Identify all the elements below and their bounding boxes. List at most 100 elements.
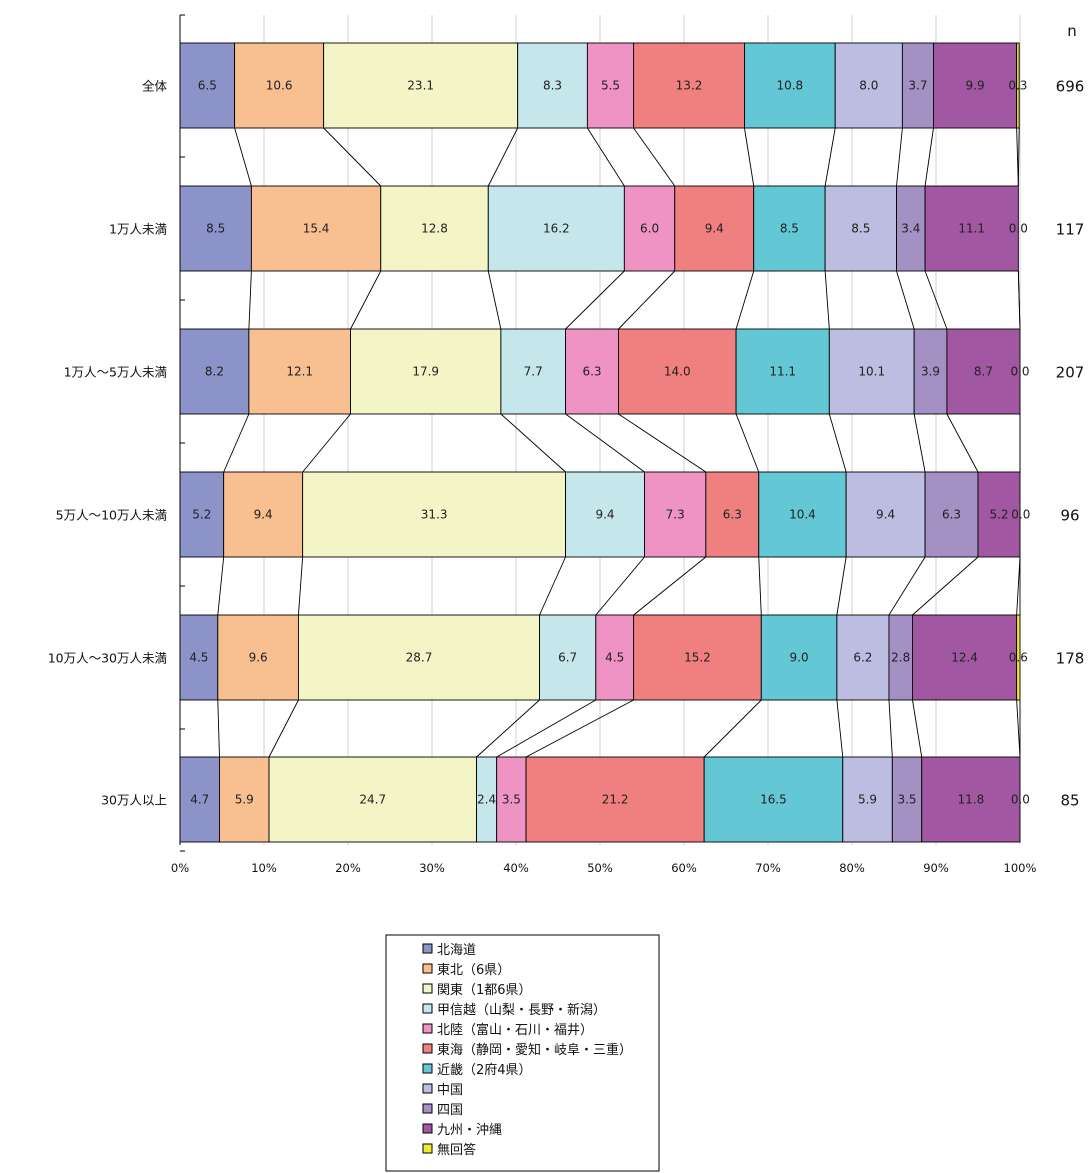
connector-line (896, 127, 903, 187)
data-label: 0.3 (1008, 79, 1027, 93)
data-label: 8.3 (543, 79, 562, 93)
connector-line (703, 699, 762, 758)
data-label: 16.5 (760, 793, 787, 807)
bar-segment (179, 185, 252, 272)
connector-line (587, 127, 625, 187)
connector-line (217, 556, 225, 616)
labels: 6.5 10.6 23.1 8.3 5.5 13.2 10.8 8.0 3.7 9.9 0.3 全体 6… (48, 22, 1085, 875)
bar-segment (760, 614, 838, 701)
data-label: 9.6 (249, 651, 268, 665)
bar-segment (674, 185, 755, 272)
legend-entry: 関東（1都6県） (437, 982, 532, 998)
bar-segment (921, 756, 1021, 843)
bar-segment (323, 42, 519, 129)
n-value: 696 (1056, 78, 1085, 96)
legend-entry: 甲信越（山梨・長野・新潟） (437, 1002, 606, 1018)
data-label: 5.5 (601, 79, 620, 93)
data-label: 8.5 (780, 222, 799, 236)
connector-line (268, 699, 299, 758)
connector-line (1017, 270, 1021, 330)
bar-segment (828, 328, 915, 415)
data-label: 0.0 (1009, 222, 1028, 236)
legend-entry: 四国 (437, 1103, 463, 1118)
legend-entry: 近畿（2府4県） (437, 1063, 532, 1078)
bar-segment (633, 42, 745, 129)
data-label: 4.7 (190, 793, 209, 807)
data-label: 6.5 (198, 79, 217, 93)
bar-segment (297, 614, 540, 701)
bar-segment (1016, 614, 1021, 701)
x-tick-label: 10% (251, 861, 277, 875)
data-label: 0.6 (1009, 651, 1028, 665)
data-label: 9.9 (966, 79, 985, 93)
bar-segment (250, 185, 382, 272)
data-label: 0.0 (1011, 508, 1030, 522)
data-label: 31.3 (421, 508, 448, 522)
bar-segment (302, 471, 567, 558)
category-label: 全体 (142, 79, 168, 94)
data-label: 2.4 (477, 793, 496, 807)
connector-line (487, 127, 519, 187)
x-tick-label: 50% (587, 861, 613, 875)
data-label: 23.1 (407, 79, 434, 93)
bar-segment (350, 328, 502, 415)
data-label: 3.5 (897, 793, 916, 807)
data-label: 15.2 (684, 651, 711, 665)
connector-line (217, 699, 220, 758)
bars (179, 42, 1021, 843)
bar-segment (891, 756, 923, 843)
data-label: 6.3 (582, 365, 601, 379)
connector-line (496, 699, 597, 758)
x-tick-label: 90% (923, 861, 949, 875)
bar-segment (744, 42, 836, 129)
bar-segment (644, 471, 707, 558)
legend-swatch (422, 1143, 433, 1154)
x-tick-label: 70% (755, 861, 781, 875)
connector-line (595, 556, 645, 616)
data-label: 12.8 (421, 222, 448, 236)
bar-segment (586, 42, 635, 129)
legend-entry: 東海（静岡・愛知・岐阜・三重） (437, 1042, 632, 1058)
n-value: 85 (1060, 792, 1079, 810)
bar-segment (946, 328, 1021, 415)
data-label: 5.9 (858, 793, 877, 807)
data-label: 24.7 (359, 793, 386, 807)
data-label: 13.2 (676, 79, 703, 93)
category-label: 10万人～30万人未満 (48, 651, 167, 666)
connector-line (248, 270, 252, 330)
n-value: 96 (1060, 507, 1079, 525)
data-label: 6.0 (640, 222, 659, 236)
connector-line (896, 270, 915, 330)
data-label: 4.5 (605, 651, 624, 665)
bar-segment (179, 614, 219, 701)
bar-segment (824, 185, 897, 272)
bar-segment (735, 328, 830, 415)
data-label: 2.8 (891, 651, 910, 665)
bar-segment (753, 185, 826, 272)
bar-segment (924, 185, 1019, 272)
data-label: 8.7 (974, 365, 993, 379)
data-label: 8.0 (859, 79, 878, 93)
connector-line (323, 127, 382, 187)
bar-segment (525, 756, 705, 843)
data-label: 8.5 (206, 222, 225, 236)
data-label: 6.3 (942, 508, 961, 522)
connector-line (744, 127, 755, 187)
bar-segment (500, 328, 567, 415)
connector-line (946, 413, 979, 473)
connector-line (223, 413, 250, 473)
axis (179, 14, 185, 852)
connector-line (500, 413, 566, 473)
data-label: 6.3 (723, 508, 742, 522)
bar-segment (1016, 42, 1020, 129)
category-label: 1万人未満 (109, 222, 167, 237)
category-label: 5万人～10万人未満 (56, 508, 167, 523)
legend-swatch (422, 943, 433, 954)
bar-segment (234, 42, 325, 129)
legend-entry: 北陸（富山・石川・福井） (437, 1022, 593, 1038)
bar-segment (223, 471, 304, 558)
data-label: 3.4 (901, 222, 920, 236)
legend-swatch (422, 1103, 433, 1114)
bar-segment (836, 614, 890, 701)
